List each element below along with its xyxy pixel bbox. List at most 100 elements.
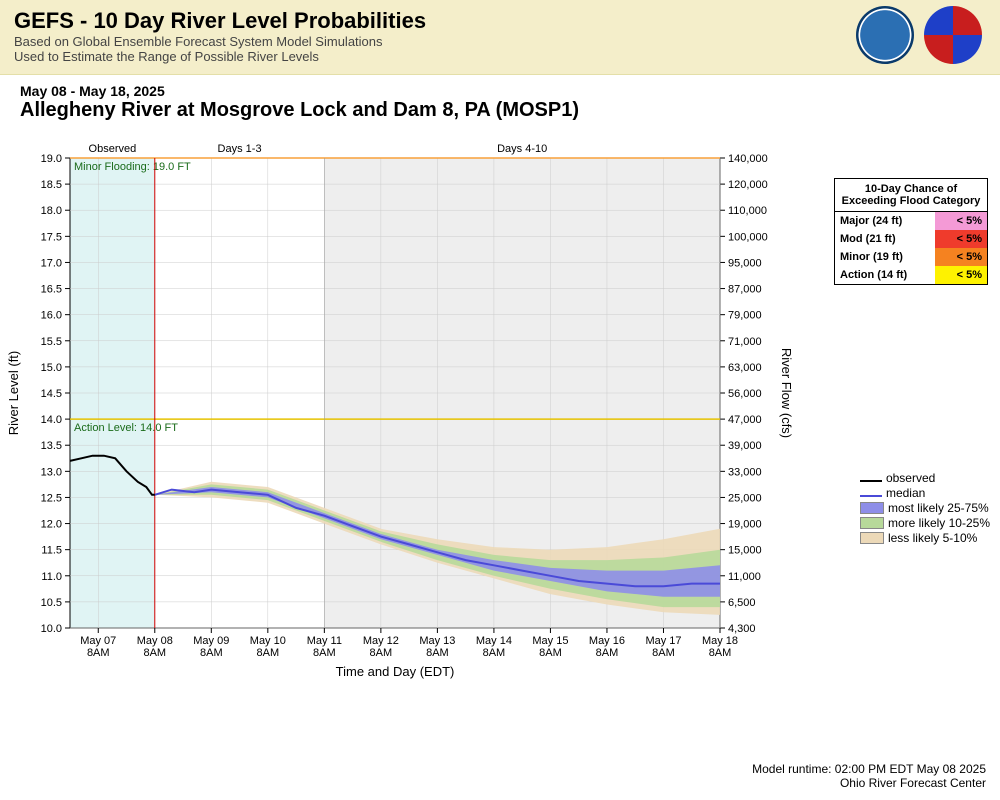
legend-item: more likely 10-25% bbox=[860, 516, 990, 530]
svg-text:May 14: May 14 bbox=[476, 635, 512, 647]
svg-text:19,000: 19,000 bbox=[728, 519, 762, 531]
river-chart: 10.010.511.011.512.012.513.013.514.014.5… bbox=[0, 128, 820, 718]
svg-text:15,000: 15,000 bbox=[728, 545, 762, 557]
legend-item: median bbox=[860, 486, 990, 500]
prob-row: Major (24 ft)< 5% bbox=[835, 212, 987, 230]
svg-text:12.0: 12.0 bbox=[41, 519, 62, 531]
svg-text:16.0: 16.0 bbox=[41, 310, 62, 322]
svg-text:100,000: 100,000 bbox=[728, 231, 768, 243]
location-title: Allegheny River at Mosgrove Lock and Dam… bbox=[20, 99, 986, 122]
svg-text:13.5: 13.5 bbox=[41, 440, 62, 452]
header-sub1: Based on Global Ensemble Forecast System… bbox=[14, 34, 986, 49]
footer: Model runtime: 02:00 PM EDT May 08 2025 … bbox=[752, 762, 986, 790]
svg-text:71,000: 71,000 bbox=[728, 336, 762, 348]
svg-text:17.5: 17.5 bbox=[41, 231, 62, 243]
svg-text:10.5: 10.5 bbox=[41, 597, 62, 609]
svg-text:River Level (ft): River Level (ft) bbox=[6, 351, 21, 436]
probability-table: Major (24 ft)< 5%Mod (21 ft)< 5%Minor (1… bbox=[835, 212, 987, 284]
svg-text:11.5: 11.5 bbox=[41, 545, 62, 557]
svg-text:47,000: 47,000 bbox=[728, 414, 762, 426]
svg-text:18.5: 18.5 bbox=[41, 179, 62, 191]
svg-text:15.0: 15.0 bbox=[41, 362, 62, 374]
svg-text:8AM: 8AM bbox=[257, 647, 280, 659]
svg-text:11,000: 11,000 bbox=[728, 571, 761, 583]
svg-text:May 13: May 13 bbox=[419, 635, 455, 647]
svg-text:8AM: 8AM bbox=[483, 647, 506, 659]
svg-text:39,000: 39,000 bbox=[728, 440, 762, 452]
svg-text:11.0: 11.0 bbox=[41, 571, 62, 583]
svg-text:Time and Day (EDT): Time and Day (EDT) bbox=[336, 664, 455, 679]
svg-text:Minor Flooding: 19.0 FT: Minor Flooding: 19.0 FT bbox=[74, 161, 191, 173]
svg-text:8AM: 8AM bbox=[596, 647, 619, 659]
legend-item: less likely 5-10% bbox=[860, 531, 990, 545]
svg-text:May 09: May 09 bbox=[193, 635, 229, 647]
svg-text:8AM: 8AM bbox=[200, 647, 223, 659]
svg-text:17.0: 17.0 bbox=[41, 257, 62, 269]
legend-item: most likely 25-75% bbox=[860, 501, 990, 515]
legend-label: less likely 5-10% bbox=[888, 531, 977, 545]
svg-text:May 18: May 18 bbox=[702, 635, 738, 647]
prob-label: Minor (19 ft) bbox=[835, 248, 935, 266]
svg-text:May 10: May 10 bbox=[250, 635, 286, 647]
probability-box: 10-Day Chance of Exceeding Flood Categor… bbox=[834, 178, 988, 285]
legend-item: observed bbox=[860, 471, 990, 485]
prob-value: < 5% bbox=[935, 266, 987, 284]
prob-label: Major (24 ft) bbox=[835, 212, 935, 230]
svg-text:19.0: 19.0 bbox=[41, 153, 62, 165]
svg-text:18.0: 18.0 bbox=[41, 205, 62, 217]
svg-text:Observed: Observed bbox=[89, 143, 137, 155]
svg-text:River Flow (cfs): River Flow (cfs) bbox=[779, 348, 794, 438]
header: GEFS - 10 Day River Level Probabilities … bbox=[0, 0, 1000, 75]
svg-text:14.0: 14.0 bbox=[41, 414, 62, 426]
prob-row: Mod (21 ft)< 5% bbox=[835, 230, 987, 248]
legend-label: median bbox=[886, 486, 925, 500]
probability-title: 10-Day Chance of Exceeding Flood Categor… bbox=[835, 179, 987, 212]
svg-text:95,000: 95,000 bbox=[728, 257, 762, 269]
svg-text:8AM: 8AM bbox=[426, 647, 449, 659]
svg-text:May 16: May 16 bbox=[589, 635, 625, 647]
svg-text:79,000: 79,000 bbox=[728, 310, 762, 322]
svg-text:33,000: 33,000 bbox=[728, 466, 762, 478]
svg-text:8AM: 8AM bbox=[539, 647, 562, 659]
series-legend: observedmedianmost likely 25-75%more lik… bbox=[860, 470, 990, 546]
svg-text:56,000: 56,000 bbox=[728, 388, 762, 400]
svg-text:13.0: 13.0 bbox=[41, 466, 62, 478]
noaa-logo-icon bbox=[856, 6, 914, 64]
svg-text:May 07: May 07 bbox=[80, 635, 116, 647]
model-runtime: Model runtime: 02:00 PM EDT May 08 2025 bbox=[752, 762, 986, 776]
forecast-center: Ohio River Forecast Center bbox=[752, 776, 986, 790]
legend-label: more likely 10-25% bbox=[888, 516, 990, 530]
header-sub2: Used to Estimate the Range of Possible R… bbox=[14, 49, 986, 64]
prob-row: Minor (19 ft)< 5% bbox=[835, 248, 987, 266]
svg-text:6,500: 6,500 bbox=[728, 597, 756, 609]
svg-text:140,000: 140,000 bbox=[728, 153, 768, 165]
svg-text:Days 4-10: Days 4-10 bbox=[497, 143, 547, 155]
nws-logo-icon bbox=[924, 6, 982, 64]
svg-text:8AM: 8AM bbox=[143, 647, 166, 659]
date-range: May 08 - May 18, 2025 bbox=[20, 83, 986, 99]
svg-text:25,000: 25,000 bbox=[728, 492, 762, 504]
prob-label: Mod (21 ft) bbox=[835, 230, 935, 248]
svg-text:16.5: 16.5 bbox=[41, 284, 62, 296]
legend-label: most likely 25-75% bbox=[888, 501, 989, 515]
prob-value: < 5% bbox=[935, 212, 987, 230]
svg-text:May 08: May 08 bbox=[137, 635, 173, 647]
svg-text:15.5: 15.5 bbox=[41, 336, 62, 348]
svg-text:Action Level: 14.0 FT: Action Level: 14.0 FT bbox=[74, 422, 178, 434]
svg-text:87,000: 87,000 bbox=[728, 284, 762, 296]
header-title: GEFS - 10 Day River Level Probabilities bbox=[14, 8, 986, 34]
svg-text:12.5: 12.5 bbox=[41, 492, 62, 504]
svg-text:8AM: 8AM bbox=[313, 647, 336, 659]
prob-value: < 5% bbox=[935, 248, 987, 266]
prob-label: Action (14 ft) bbox=[835, 266, 935, 284]
prob-value: < 5% bbox=[935, 230, 987, 248]
svg-text:8AM: 8AM bbox=[370, 647, 393, 659]
svg-text:4,300: 4,300 bbox=[728, 623, 756, 635]
svg-text:10.0: 10.0 bbox=[41, 623, 62, 635]
svg-text:110,000: 110,000 bbox=[728, 205, 767, 217]
subheader: May 08 - May 18, 2025 Allegheny River at… bbox=[0, 75, 1000, 122]
svg-text:May 15: May 15 bbox=[532, 635, 568, 647]
legend-label: observed bbox=[886, 471, 935, 485]
svg-text:120,000: 120,000 bbox=[728, 179, 768, 191]
svg-text:8AM: 8AM bbox=[652, 647, 675, 659]
